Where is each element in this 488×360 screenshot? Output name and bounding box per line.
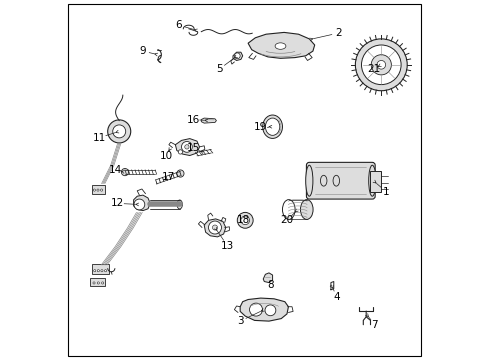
Text: 17: 17 [162,172,175,182]
Text: 13: 13 [220,240,233,251]
Text: 20: 20 [280,215,293,225]
Polygon shape [247,32,314,58]
Circle shape [237,212,253,228]
Circle shape [101,270,103,272]
Text: 2: 2 [334,28,341,38]
Text: 15: 15 [186,143,200,153]
Polygon shape [201,118,216,123]
Text: 1: 1 [382,186,388,197]
Circle shape [134,199,144,210]
Text: 4: 4 [333,292,339,302]
Ellipse shape [177,200,182,209]
Polygon shape [232,52,242,60]
Circle shape [249,303,262,316]
Text: 18: 18 [237,215,250,225]
Circle shape [101,189,102,191]
Text: 16: 16 [186,114,200,125]
Circle shape [361,45,400,85]
Circle shape [241,216,249,225]
Bar [369,171,381,192]
Text: 3: 3 [236,316,243,326]
Polygon shape [240,298,288,321]
Ellipse shape [282,199,294,220]
FancyBboxPatch shape [306,162,374,199]
Text: 10: 10 [159,150,172,161]
Circle shape [178,150,182,154]
Circle shape [264,305,275,316]
Circle shape [93,282,95,284]
Ellipse shape [262,115,282,139]
Text: 6: 6 [175,20,182,30]
Circle shape [121,168,128,176]
Circle shape [234,53,240,59]
Ellipse shape [305,165,312,196]
Circle shape [376,60,385,69]
Text: 7: 7 [371,320,377,330]
Circle shape [177,170,183,177]
Ellipse shape [332,175,339,186]
Polygon shape [133,195,150,211]
Text: 9: 9 [140,46,146,56]
Circle shape [113,125,125,138]
Circle shape [94,270,96,272]
Ellipse shape [300,199,312,220]
Bar [91,264,108,274]
Text: 8: 8 [266,280,273,290]
Bar [91,185,105,194]
Ellipse shape [368,165,375,196]
Text: 21: 21 [366,64,379,74]
Polygon shape [204,219,225,237]
Ellipse shape [275,43,285,49]
Bar [89,278,104,286]
Circle shape [212,225,217,230]
Circle shape [97,282,99,284]
Circle shape [93,189,95,191]
Polygon shape [263,273,272,283]
Circle shape [97,189,99,191]
Text: 12: 12 [111,198,124,208]
Text: 14: 14 [109,165,122,175]
Circle shape [102,282,103,284]
Circle shape [107,120,130,143]
Text: 11: 11 [93,132,106,143]
Circle shape [104,270,106,272]
Text: 19: 19 [254,122,267,132]
Circle shape [97,270,99,272]
Circle shape [208,221,221,234]
Circle shape [370,55,390,75]
Circle shape [184,145,189,149]
Ellipse shape [265,118,279,135]
Text: 5: 5 [216,64,222,74]
Circle shape [181,141,192,152]
Polygon shape [175,139,199,156]
Ellipse shape [320,175,326,186]
Circle shape [355,39,407,91]
